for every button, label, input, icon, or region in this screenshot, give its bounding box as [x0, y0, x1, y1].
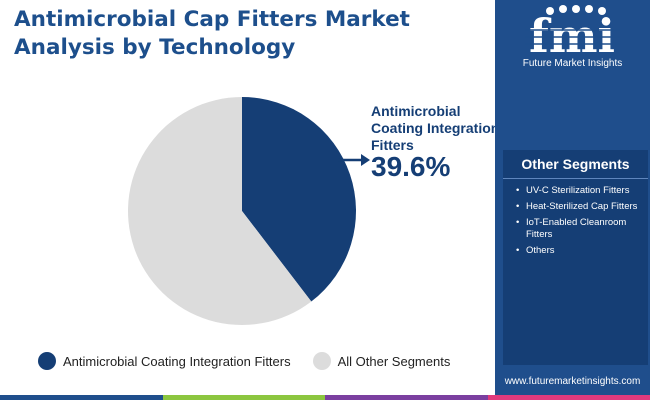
logo-letters: fmi — [529, 9, 615, 63]
bottom-bar-segment-purple — [325, 395, 488, 400]
legend-label-others: All Other Segments — [337, 353, 451, 369]
sidebar: fmi Future Market Insights Other Segment… — [495, 0, 650, 400]
pie-slice-all-other-segments — [127, 97, 312, 326]
legend-swatch-others — [312, 352, 331, 370]
other-segment-item: Heat-Sterilized Cap Fitters — [516, 201, 642, 213]
logo-icons — [546, 5, 606, 15]
chart-title: Antimicrobial Cap Fitters Market Analysi… — [14, 7, 410, 60]
legend-swatch-coating — [38, 352, 56, 370]
other-segments-title: Other Segments — [521, 156, 630, 172]
other-segment-item: UV-C Sterilization Fitters — [516, 185, 642, 197]
pie-chart — [127, 97, 370, 326]
website-url: www.futuremarketinsights.com — [504, 376, 641, 387]
callout-label: Antimicrobial Coating Integration Fitter… — [371, 103, 500, 153]
other-segment-item: Others — [516, 245, 642, 257]
chart-legend: Antimicrobial Coating Integration Fitter… — [38, 350, 472, 372]
callout-arrow-head — [361, 154, 370, 166]
fmi-logo: fmi — [525, 5, 620, 63]
bottom-bar-segment-blue — [0, 395, 163, 400]
other-segment-item: IoT-Enabled Cleanroom Fitters — [516, 217, 642, 241]
pie-callout: Antimicrobial Coating Integration Fitter… — [371, 103, 501, 182]
pie-slices — [127, 97, 356, 326]
legend-item-others: All Other Segments — [312, 352, 451, 370]
bottom-bar-segment-green — [162, 395, 325, 400]
other-segments-panel: Other Segments UV-C Sterilization Fitter… — [503, 150, 648, 365]
other-segments-divider — [503, 178, 648, 179]
logo-brand-name: Future Market Insights — [522, 58, 623, 69]
legend-label-coating: Antimicrobial Coating Integration Fitter… — [63, 353, 291, 369]
pie-slice-coating-integration — [242, 97, 356, 302]
other-segments-list: UV-C Sterilization Fitters Heat-Steriliz… — [503, 185, 648, 257]
bottom-color-bar — [0, 395, 650, 400]
legend-item-coating: Antimicrobial Coating Integration Fitter… — [38, 352, 291, 370]
bottom-bar-segment-pink — [487, 395, 650, 400]
callout-value: 39.6% — [371, 151, 451, 182]
